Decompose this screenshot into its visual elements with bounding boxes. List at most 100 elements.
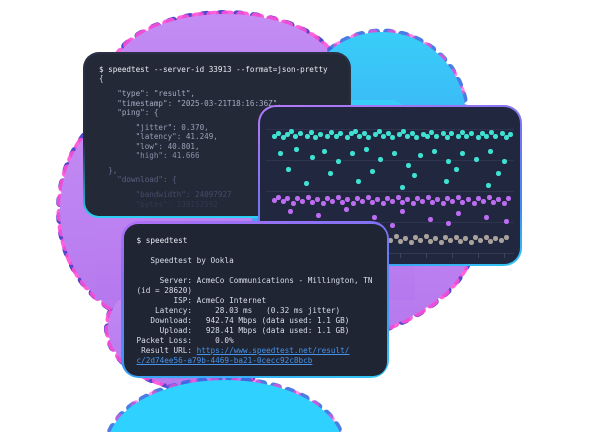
purple-samples-dot — [366, 195, 371, 200]
purple-samples-dot — [345, 197, 350, 202]
terminal-line: "jitter": 0.370, — [99, 122, 209, 132]
purple-samples-dot — [381, 201, 386, 206]
cyan-samples-dot — [504, 135, 509, 140]
purple-samples-dot — [484, 215, 489, 220]
purple-samples-dot — [360, 199, 365, 204]
purple-samples-dot — [330, 199, 335, 204]
gray-samples-dot — [433, 236, 438, 241]
server-id-line: (id = 28620) — [136, 285, 193, 295]
x-axis — [266, 253, 514, 254]
result-url-link[interactable]: https://www.speedtest.net/result/ — [196, 345, 350, 355]
cyan-samples-dot — [278, 151, 283, 156]
cyan-samples-dot — [401, 129, 406, 134]
result-url-link-continued[interactable]: c/2d74ee56-a79b-4469-ba21-0cecc92c8bcb — [136, 355, 313, 365]
cyan-samples-dot — [445, 135, 450, 140]
cyan-samples-dot — [309, 130, 314, 135]
cyan-samples-dot — [425, 134, 430, 139]
purple-samples-dot — [487, 195, 492, 200]
cyan-samples-dot — [484, 134, 489, 139]
cyan-samples-dot — [325, 134, 330, 139]
cyan-samples-dot — [350, 151, 355, 156]
purple-samples-dot — [390, 223, 395, 228]
cyan-samples-dot — [502, 159, 507, 164]
purple-samples-dot — [272, 198, 277, 203]
terminal-line: "latency": 41.249, — [99, 132, 218, 142]
purple-samples-dot — [375, 197, 380, 202]
cyan-samples-dot — [418, 153, 423, 158]
gray-samples-dot — [463, 236, 468, 241]
purple-samples-dot — [420, 199, 425, 204]
cyan-samples-dot — [285, 132, 290, 137]
cyan-samples-dot — [334, 134, 339, 139]
gray-samples-dot — [454, 235, 459, 240]
cyan-samples-dot — [480, 131, 485, 136]
gray-samples-dot — [424, 234, 429, 239]
isp-line: ISP: AcmeCo Internet — [136, 295, 267, 305]
purple-samples-dot — [295, 196, 300, 201]
cyan-samples-dot — [298, 131, 303, 136]
gray-samples-dot — [458, 239, 463, 244]
terminal-line: "bandwidth": 24097927 — [99, 190, 232, 200]
gray-samples-dot — [499, 238, 504, 243]
terminal-line: }, — [99, 166, 118, 176]
purple-samples-dot — [340, 200, 345, 205]
gray-samples-dot — [484, 235, 489, 240]
purple-samples-dot — [506, 196, 511, 201]
purple-samples-dot — [504, 219, 509, 224]
cyan-samples-dot — [338, 131, 343, 136]
gridline — [266, 191, 514, 192]
cyan-samples-dot — [397, 132, 402, 137]
purple-samples-dot — [288, 209, 293, 214]
cyan-samples-dot — [322, 149, 327, 154]
cyan-samples-dot — [496, 171, 501, 176]
terminal-command: $ speedtest --server-id 33913 --format=j… — [99, 65, 328, 74]
purple-samples-dot — [435, 197, 440, 202]
speedtest-title: Speedtest by Ookla — [136, 255, 234, 265]
result-url-line: Result URL: https://www.speedtest.net/re… — [137, 346, 374, 356]
cyan-samples-dot — [373, 132, 378, 137]
server-line: Server: AcmeCo Communications - Millingt… — [136, 275, 373, 285]
cyan-samples-dot — [281, 135, 286, 140]
cyan-samples-dot — [429, 130, 434, 135]
purple-samples-dot — [344, 207, 349, 212]
cyan-samples-dot — [310, 155, 315, 160]
cyan-samples-dot — [272, 134, 277, 139]
terminal-line: "low": 40.801, — [99, 141, 200, 151]
cyan-samples-dot — [377, 129, 382, 134]
cyan-samples-dot — [289, 129, 294, 134]
cyan-samples-dot — [364, 147, 369, 152]
purple-samples-dot — [491, 200, 496, 205]
cyan-samples-dot — [349, 131, 354, 136]
cyan-samples-dot — [356, 179, 361, 184]
purple-samples-dot — [441, 201, 446, 206]
gray-samples-dot — [493, 236, 498, 241]
purple-samples-dot — [321, 201, 326, 206]
purple-samples-dot — [355, 196, 360, 201]
cyan-samples-dot — [441, 131, 446, 136]
cyan-samples-dot — [469, 131, 474, 136]
terminal-command: $ speedtest — [136, 235, 188, 245]
terminal-speedtest-window: $ speedtest Speedtest by Ookla Server: A… — [121, 221, 389, 378]
cyan-samples-dot — [460, 151, 465, 156]
latency-line: Latency: 28.03 ms (0.32 ms jitter) — [136, 305, 341, 315]
purple-samples-dot — [316, 213, 321, 218]
cyan-samples-dot — [444, 179, 449, 184]
gray-samples-dot — [473, 235, 478, 240]
purple-samples-dot — [325, 196, 330, 201]
cyan-samples-dot — [454, 167, 459, 172]
cyan-samples-dot — [460, 130, 465, 135]
cyan-samples-dot — [357, 134, 362, 139]
terminal-line — [137, 246, 374, 256]
purple-samples-dot — [481, 199, 486, 204]
cyan-samples-dot — [318, 132, 323, 137]
purple-samples-dot — [306, 195, 311, 200]
purple-samples-dot — [400, 209, 405, 214]
gray-samples-dot — [504, 235, 509, 240]
purple-samples-dot — [445, 196, 450, 201]
gray-samples-dot — [388, 238, 393, 243]
axis-tick — [478, 253, 479, 258]
purple-samples-dot — [370, 200, 375, 205]
cyan-samples-dot — [294, 147, 299, 152]
cyan-samples-dot — [390, 135, 395, 140]
purple-samples-dot — [496, 197, 501, 202]
